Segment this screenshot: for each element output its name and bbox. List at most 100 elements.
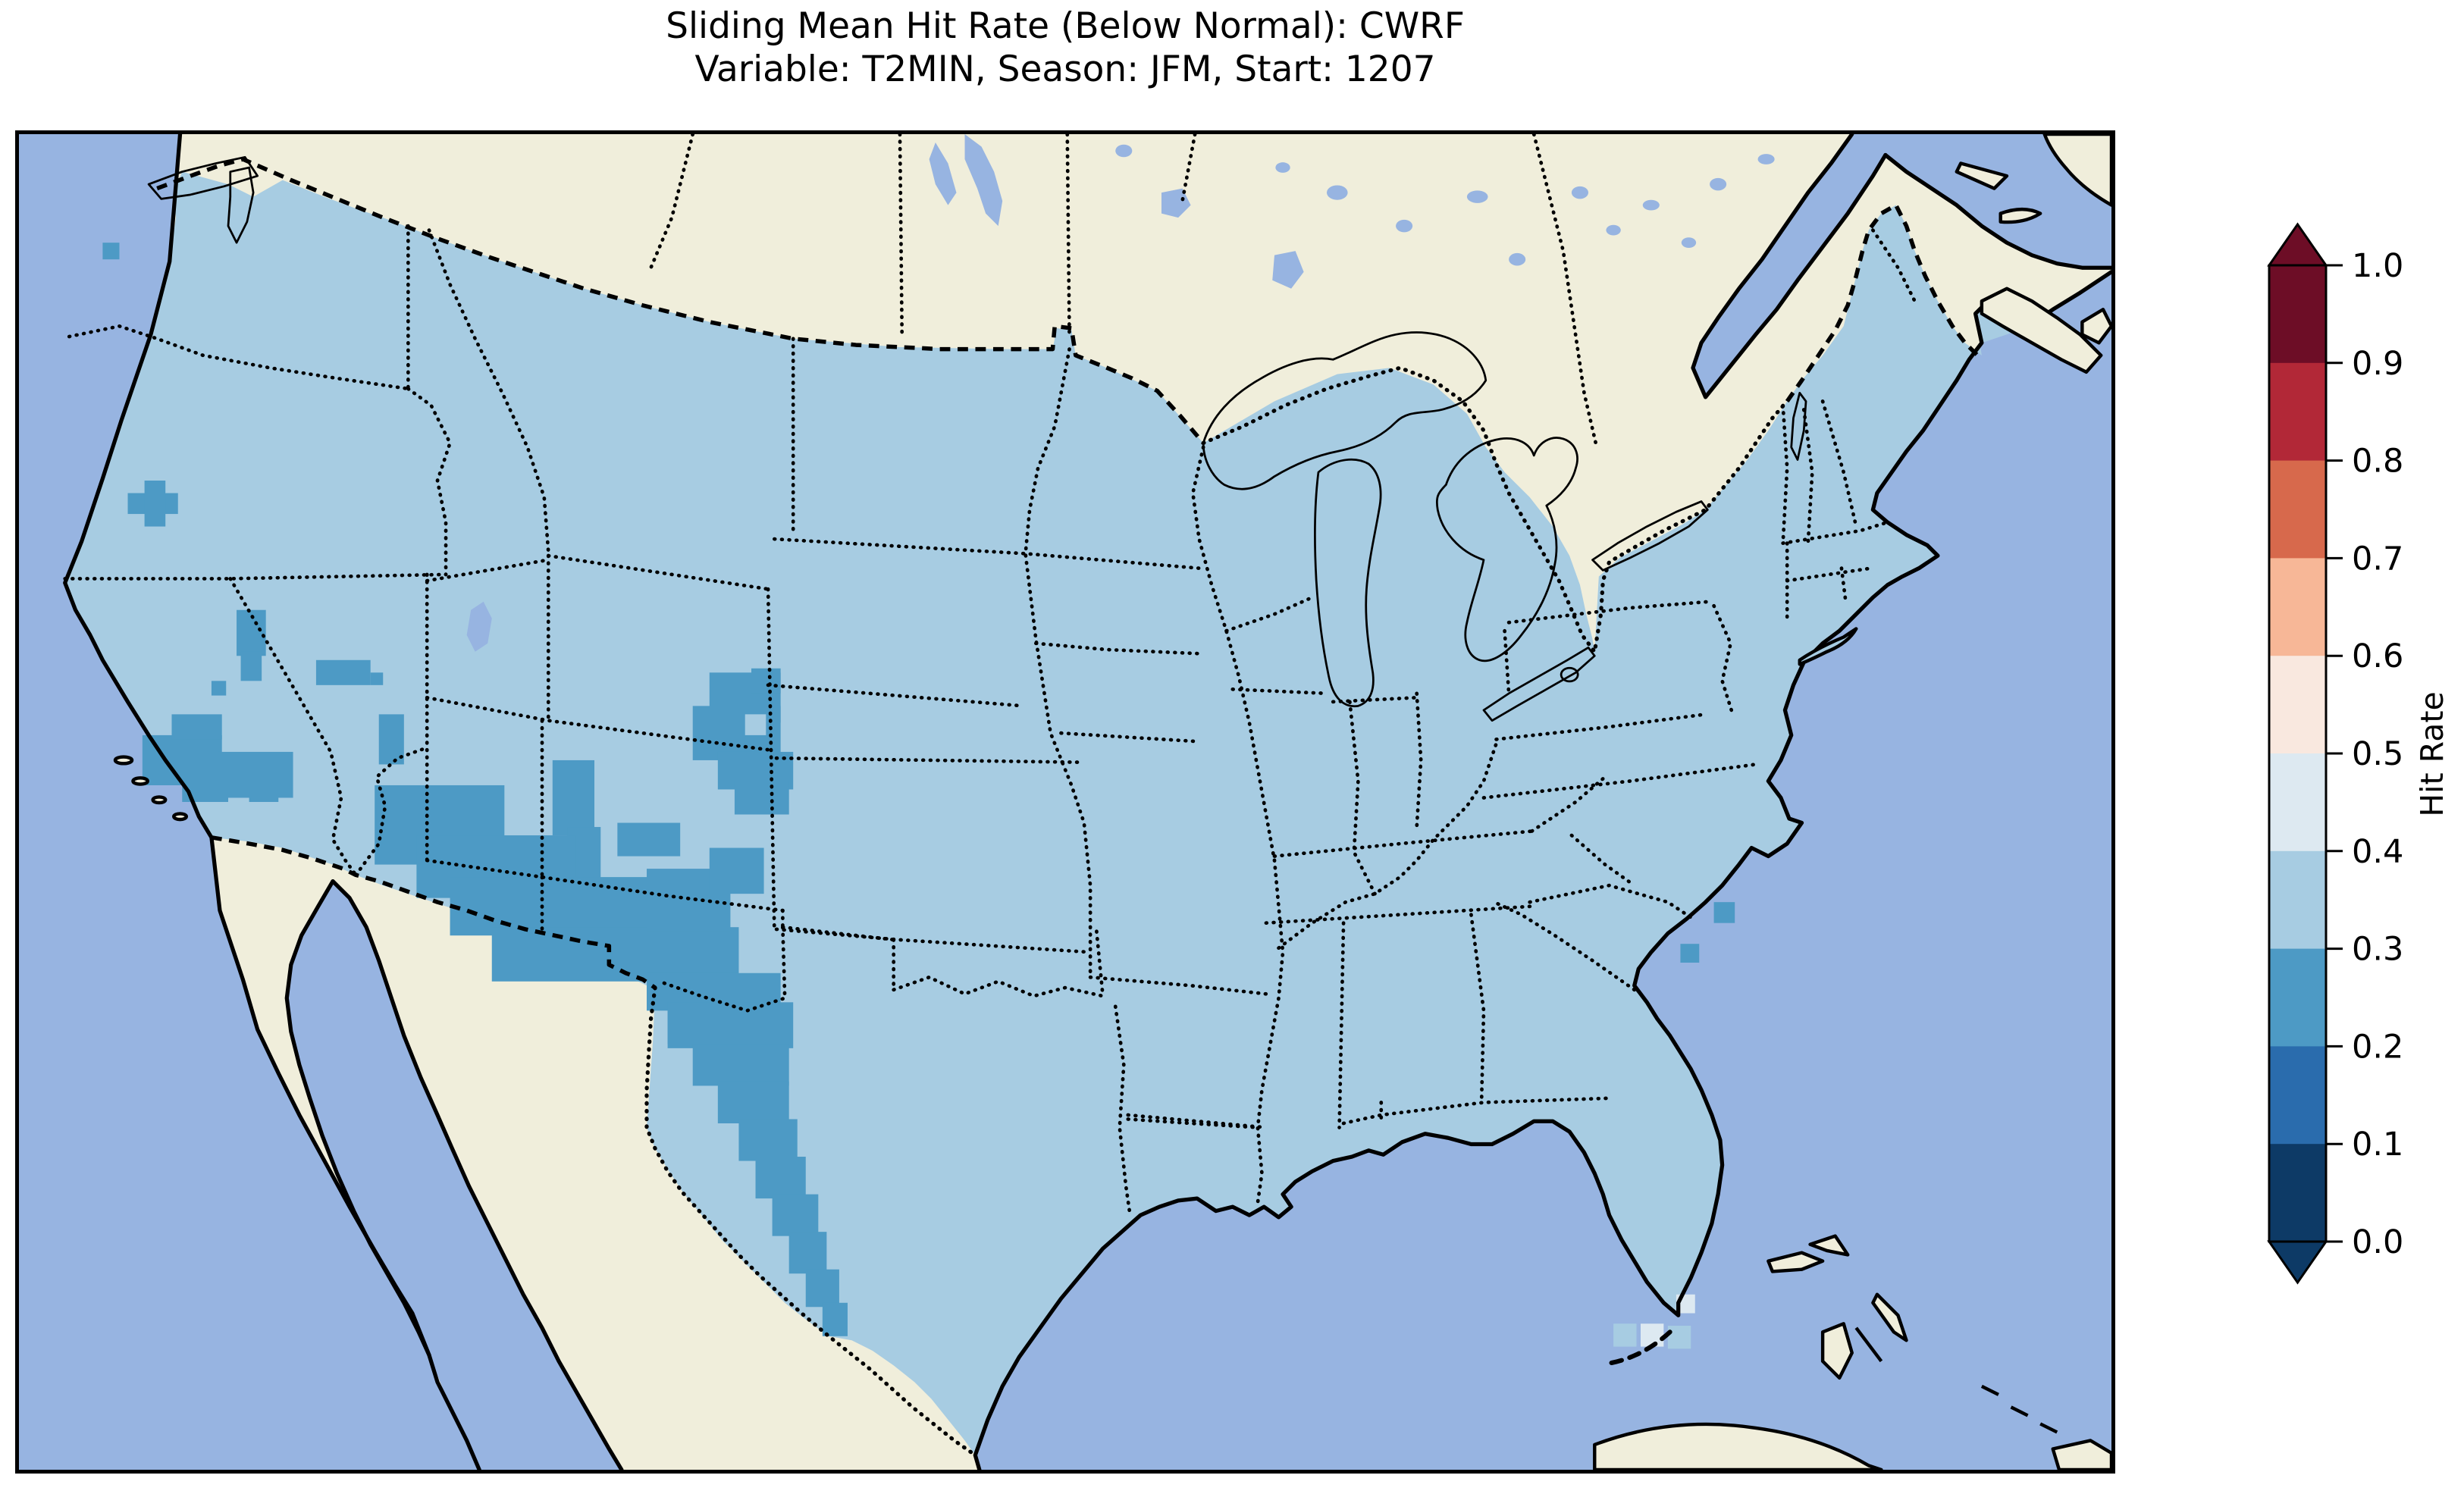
hit-rate-cell	[692, 1044, 789, 1086]
hit-rate-cell	[211, 681, 227, 696]
colorbar-segment	[2269, 558, 2326, 656]
hit-rate-cell	[1613, 1323, 1637, 1347]
colorbar-segment	[2269, 460, 2326, 559]
turks-islets	[1980, 1384, 2058, 1434]
long-island	[1798, 627, 1858, 666]
colorbar-segment	[2269, 948, 2326, 1047]
colorbar-tick-label: 0.5	[2352, 735, 2403, 773]
colorbar-tick-label: 0.7	[2352, 540, 2403, 578]
hit-rate-cell	[450, 877, 668, 936]
lake-michigan	[1314, 458, 1382, 708]
hit-rate-cell	[240, 651, 262, 681]
colorbar-segments	[2269, 265, 2326, 1242]
hit-rate-cell	[709, 847, 764, 894]
hit-rate-cell	[617, 822, 681, 857]
hit-rate-cell	[734, 781, 789, 815]
pacific-ocean	[19, 134, 480, 1470]
hit-rate-cell	[102, 243, 120, 260]
st-lawrence-river	[1693, 134, 2111, 397]
hit-rate-cell	[249, 781, 279, 802]
islands	[113, 134, 2111, 1470]
exuma-chain	[1854, 1326, 1883, 1363]
hit-rate-cell	[491, 927, 739, 982]
channel-island	[151, 795, 168, 805]
eleuthera	[1871, 1292, 1908, 1342]
andros	[1820, 1322, 1854, 1380]
cape-breton	[2080, 308, 2111, 345]
hit-rate-cell	[1641, 1323, 1664, 1347]
us-canada-border-east	[1785, 202, 1980, 402]
colorbar-axis-label: Hit Rate	[2414, 691, 2450, 816]
puget-sound	[147, 155, 259, 244]
conus-map	[19, 134, 2111, 1470]
hit-rate-cell	[1713, 902, 1735, 923]
grand-bahama	[1766, 1251, 1825, 1273]
nova-scotia	[1980, 287, 2103, 374]
us-canada-border	[156, 157, 1205, 445]
lake-ontario	[1591, 500, 1709, 572]
state-borders	[63, 134, 1917, 1217]
anticosti-island	[1955, 161, 2009, 190]
conus-fill	[64, 171, 2028, 1455]
cuba	[1593, 1422, 1883, 1470]
title-line-1: Sliding Mean Hit Rate (Below Normal): CW…	[666, 5, 1465, 47]
great-salt-lake	[466, 601, 492, 652]
colorbar-tick-label: 0.9	[2352, 345, 2403, 383]
colorbar-over-arrow	[2267, 222, 2328, 267]
colorbar-tick-label: 0.3	[2352, 931, 2403, 969]
hit-rate-cells	[102, 243, 1735, 1349]
colorbar-segment	[2269, 1046, 2326, 1145]
hit-rate-cell	[370, 672, 384, 685]
hit-rate-cell	[667, 1002, 794, 1048]
hit-rate-cell	[144, 481, 166, 527]
hit-rate-cell	[1680, 944, 1700, 963]
hit-rate-cell	[1667, 1326, 1691, 1349]
florida-keys	[1607, 1330, 1672, 1366]
lake-st-clair	[1560, 666, 1579, 683]
hit-rate-cell	[822, 1302, 848, 1336]
lake-huron	[1435, 437, 1578, 662]
prince-edward-island	[1998, 207, 2042, 224]
country-borders	[156, 157, 1980, 1458]
colorbar-tick-label: 0.8	[2352, 443, 2403, 481]
hit-rate-cell	[805, 1269, 839, 1308]
hit-rate-cell	[717, 1081, 789, 1123]
lake-erie	[1482, 646, 1596, 722]
us-mexico-border	[211, 835, 657, 990]
hit-rate-cell	[772, 1194, 819, 1236]
colorbar-ticks: 1.0 0.9 0.8 0.7 0.6 0.5 0.4 0.3 0.2 0.1 0.0	[2326, 247, 2403, 1261]
colorbar-tick-label: 0.2	[2352, 1028, 2403, 1066]
lake-champlain	[1790, 392, 1807, 461]
hit-rate-cell	[751, 668, 781, 694]
hit-rate-cell	[745, 714, 766, 735]
hit-rate-cell	[315, 659, 371, 685]
chart-title: Sliding Mean Hit Rate (Below Normal): CW…	[15, 5, 2115, 91]
colorbar-segment	[2269, 1144, 2326, 1242]
colorbar-segment	[2269, 850, 2326, 950]
colorbar-tick-label: 0.1	[2352, 1126, 2403, 1164]
colorbar-tick-label: 1.0	[2352, 247, 2403, 285]
channel-island	[113, 755, 134, 766]
us-canada-border-lakes	[1201, 365, 1789, 657]
colorbar-tick-label: 0.6	[2352, 637, 2403, 675]
colorbar-segment	[2269, 265, 2326, 364]
colorbar-tick-label: 0.4	[2352, 833, 2403, 871]
atlantic-gulf-ocean	[975, 271, 2111, 1470]
colorbar-under-arrow	[2267, 1240, 2328, 1285]
canada-lakes	[466, 134, 1775, 652]
colorbar-segment	[2269, 362, 2326, 462]
channel-island	[172, 812, 189, 822]
abaco	[1808, 1234, 1850, 1257]
lake-superior	[1202, 331, 1487, 490]
colorbar: 1.0 0.9 0.8 0.7 0.6 0.5 0.4 0.3 0.2 0.1 0.0 Hit Ra…	[2267, 222, 2450, 1285]
colorbar-segment	[2269, 656, 2326, 754]
great-lakes	[1202, 331, 1807, 722]
map-plot-area	[15, 130, 2115, 1474]
hit-rate-cell	[788, 1232, 827, 1274]
channel-island	[131, 776, 149, 786]
hit-rate-cell	[738, 1119, 798, 1161]
hit-rate-cell	[552, 760, 594, 836]
newfoundland	[2042, 134, 2111, 207]
hit-rate-cell	[171, 714, 222, 740]
